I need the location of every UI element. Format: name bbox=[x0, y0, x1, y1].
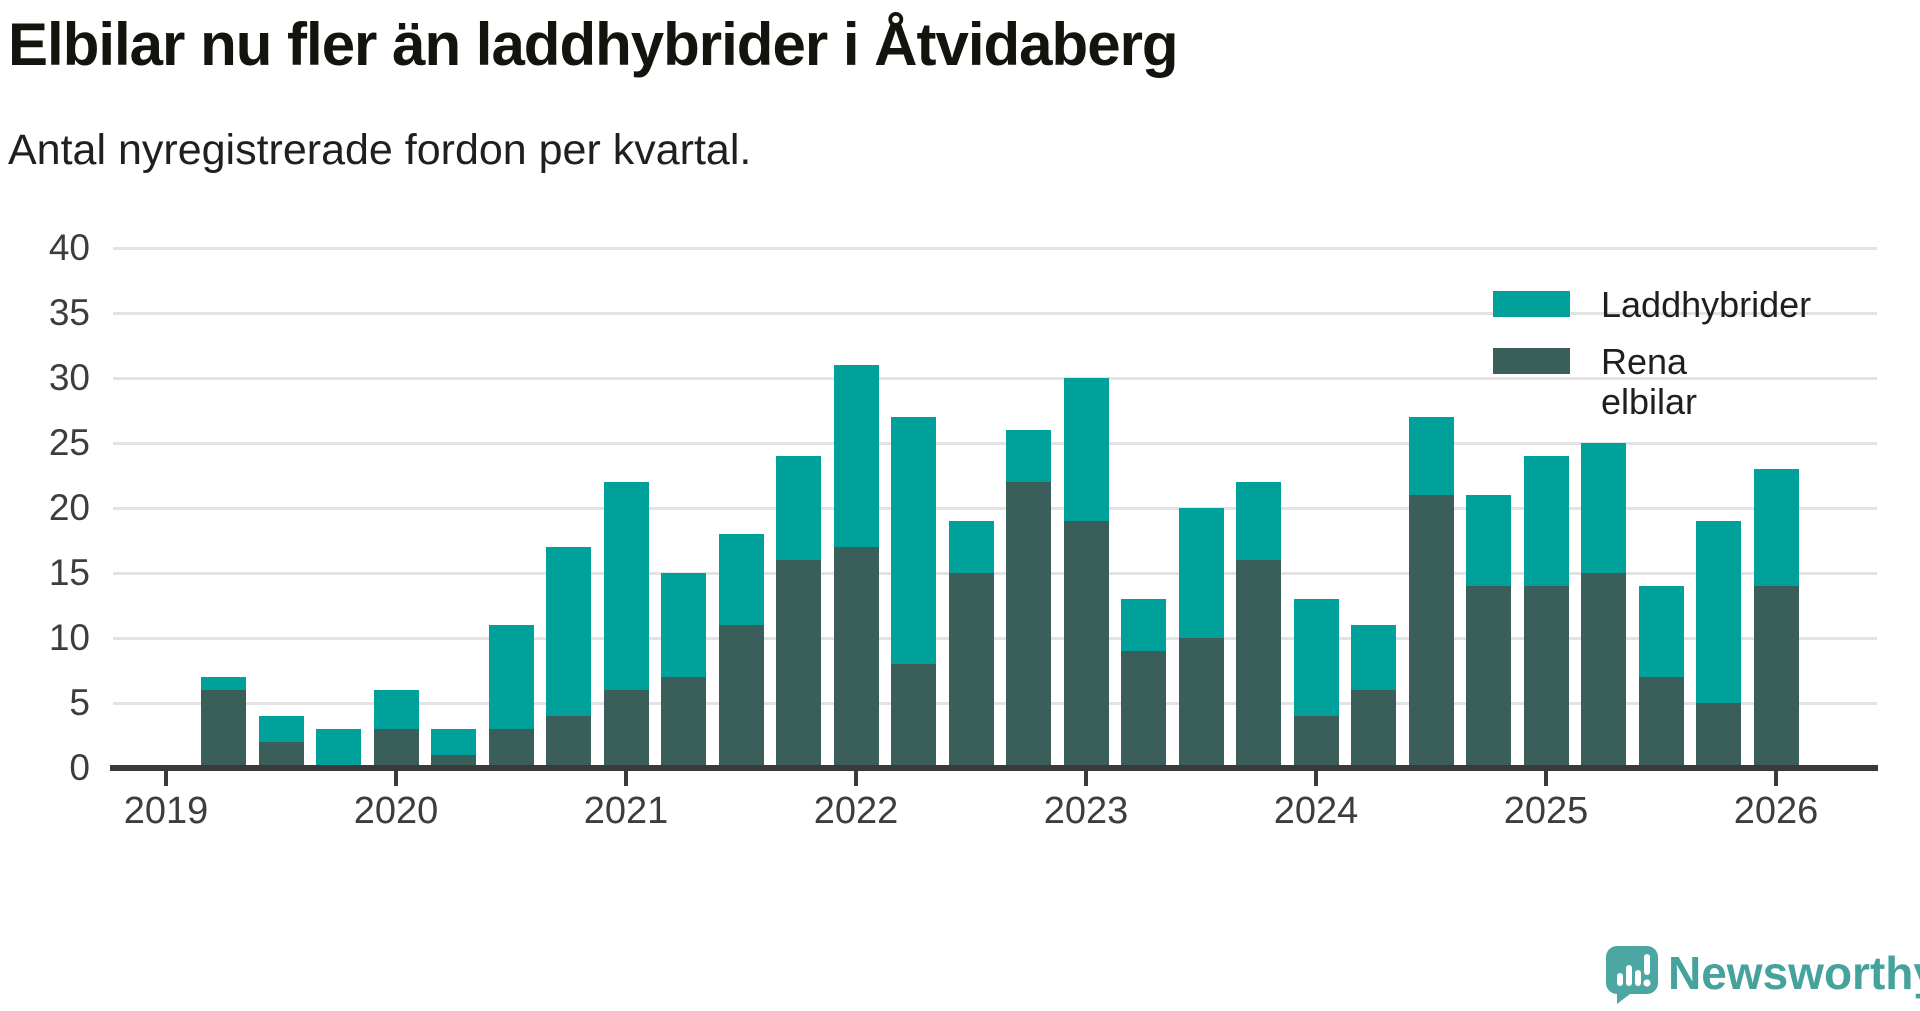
x-axis-label-2020: 2020 bbox=[353, 790, 439, 832]
newsworthy-branding: Newsworthy bbox=[1604, 944, 1920, 1006]
y-axis-label-5: 5 bbox=[69, 682, 90, 723]
bar-segment-2025-q2-laddhybrider bbox=[1581, 443, 1626, 573]
bar-segment-2019-q2-laddhybrider bbox=[201, 677, 246, 690]
bar-segment-2026-q1-rena-elbilar bbox=[1754, 586, 1799, 768]
y-axis-label-0: 0 bbox=[69, 747, 90, 788]
y-axis-label-30: 30 bbox=[48, 357, 90, 398]
x-axis-label-2026: 2026 bbox=[1733, 790, 1819, 832]
bar-segment-2025-q3-laddhybrider bbox=[1639, 586, 1684, 677]
gridline-5 bbox=[113, 702, 1877, 705]
x-axis-tick-2025 bbox=[1544, 771, 1548, 786]
bar-segment-2023-q1-laddhybrider bbox=[1064, 378, 1109, 521]
bar-segment-2023-q3-laddhybrider bbox=[1179, 508, 1224, 638]
bar-segment-2025-q1-rena-elbilar bbox=[1524, 586, 1569, 768]
y-axis-label-15: 15 bbox=[48, 552, 90, 593]
bar-segment-2019-q3-laddhybrider bbox=[259, 716, 304, 742]
x-axis-tick-2021 bbox=[624, 771, 628, 786]
x-axis-tick-2022 bbox=[854, 771, 858, 786]
x-axis-line bbox=[110, 765, 1878, 771]
x-axis-label-2022: 2022 bbox=[813, 790, 899, 832]
gridline-40 bbox=[113, 247, 1877, 250]
bar-segment-2024-q4-rena-elbilar bbox=[1466, 586, 1511, 768]
legend-label-rena-elbilar: Rena elbilar bbox=[1601, 341, 1698, 422]
bar-segment-2020-q2-laddhybrider bbox=[431, 729, 476, 755]
x-axis-label-2019: 2019 bbox=[123, 790, 209, 832]
newsworthy-logo-icon bbox=[1606, 946, 1658, 1004]
bar-segment-2023-q1-rena-elbilar bbox=[1064, 521, 1109, 768]
legend-swatch-rena-elbilar bbox=[1493, 348, 1570, 374]
gridline-35 bbox=[113, 312, 1877, 315]
bar-segment-2022-q1-laddhybrider bbox=[834, 365, 879, 547]
bar-segment-2026-q1-laddhybrider bbox=[1754, 469, 1799, 586]
bar-segment-2021-q4-laddhybrider bbox=[776, 456, 821, 560]
y-axis-label-35: 35 bbox=[48, 292, 90, 333]
bar-segment-2023-q4-laddhybrider bbox=[1236, 482, 1281, 560]
x-axis-tick-2024 bbox=[1314, 771, 1318, 786]
bar-segment-2024-q2-rena-elbilar bbox=[1351, 690, 1396, 768]
bar-segment-2021-q2-rena-elbilar bbox=[661, 677, 706, 768]
x-axis-label-2021: 2021 bbox=[583, 790, 669, 832]
legend-label-laddhybrider: Laddhybrider bbox=[1601, 284, 1812, 325]
y-axis-label-20: 20 bbox=[48, 487, 90, 528]
bar-segment-2025-q3-rena-elbilar bbox=[1639, 677, 1684, 768]
bar-segment-2024-q2-laddhybrider bbox=[1351, 625, 1396, 690]
bar-segment-2022-q2-laddhybrider bbox=[891, 417, 936, 664]
y-axis-label-40: 40 bbox=[48, 227, 90, 268]
bar-segment-2024-q4-laddhybrider bbox=[1466, 495, 1511, 586]
bar-segment-2021-q1-laddhybrider bbox=[604, 482, 649, 690]
bar-segment-2023-q4-rena-elbilar bbox=[1236, 560, 1281, 768]
legend-swatch-laddhybrider bbox=[1493, 291, 1570, 317]
bar-segment-2021-q1-rena-elbilar bbox=[604, 690, 649, 768]
x-axis-tick-2023 bbox=[1084, 771, 1088, 786]
newsworthy-wordmark: Newsworthy bbox=[1668, 947, 1920, 999]
bar-segment-2023-q2-rena-elbilar bbox=[1121, 651, 1166, 768]
bar-segment-2021-q3-laddhybrider bbox=[719, 534, 764, 625]
bar-segment-2024-q1-rena-elbilar bbox=[1294, 716, 1339, 768]
x-axis-label-2024: 2024 bbox=[1273, 790, 1359, 832]
bar-segment-2022-q3-laddhybrider bbox=[949, 521, 994, 573]
bar-segment-2023-q2-laddhybrider bbox=[1121, 599, 1166, 651]
bar-segment-2024-q1-laddhybrider bbox=[1294, 599, 1339, 716]
bar-segment-2020-q1-rena-elbilar bbox=[374, 729, 419, 768]
x-axis-tick-2020 bbox=[394, 771, 398, 786]
bar-segment-2022-q4-laddhybrider bbox=[1006, 430, 1051, 482]
bar-segment-2025-q2-rena-elbilar bbox=[1581, 573, 1626, 768]
gridline-10 bbox=[113, 637, 1877, 640]
gridline-25 bbox=[113, 442, 1877, 445]
bar-segment-2019-q2-rena-elbilar bbox=[201, 690, 246, 768]
chart-title: Elbilar nu fler än laddhybrider i Åtvida… bbox=[8, 11, 1179, 78]
gridline-30 bbox=[113, 377, 1877, 380]
bar-segment-2024-q3-laddhybrider bbox=[1409, 417, 1454, 495]
bar-segment-2020-q3-rena-elbilar bbox=[489, 729, 534, 768]
bar-segment-2020-q2-rena-elbilar bbox=[431, 755, 476, 768]
y-axis-label-25: 25 bbox=[48, 422, 90, 463]
bar-segment-2022-q4-rena-elbilar bbox=[1006, 482, 1051, 768]
bar-segment-2019-q4-laddhybrider bbox=[316, 729, 361, 768]
bar-segment-2021-q2-laddhybrider bbox=[661, 573, 706, 677]
bar-segment-2020-q3-laddhybrider bbox=[489, 625, 534, 729]
bar-segment-2022-q3-rena-elbilar bbox=[949, 573, 994, 768]
x-axis-label-2025: 2025 bbox=[1503, 790, 1589, 832]
bar-segment-2020-q4-laddhybrider bbox=[546, 547, 591, 716]
bar-segment-2021-q3-rena-elbilar bbox=[719, 625, 764, 768]
gridline-15 bbox=[113, 572, 1877, 575]
y-axis-label-10: 10 bbox=[48, 617, 90, 658]
bar-segment-2020-q4-rena-elbilar bbox=[546, 716, 591, 768]
bar-segment-2020-q1-laddhybrider bbox=[374, 690, 419, 729]
bar-segment-2022-q1-rena-elbilar bbox=[834, 547, 879, 768]
chart-subtitle: Antal nyregistrerade fordon per kvartal. bbox=[8, 126, 752, 174]
x-axis-tick-2026 bbox=[1774, 771, 1778, 786]
bar-segment-2021-q4-rena-elbilar bbox=[776, 560, 821, 768]
bar-segment-2023-q3-rena-elbilar bbox=[1179, 638, 1224, 768]
bar-segment-2025-q1-laddhybrider bbox=[1524, 456, 1569, 586]
bar-segment-2024-q3-rena-elbilar bbox=[1409, 495, 1454, 768]
bar-segment-2022-q2-rena-elbilar bbox=[891, 664, 936, 768]
bar-segment-2019-q3-rena-elbilar bbox=[259, 742, 304, 768]
x-axis-label-2023: 2023 bbox=[1043, 790, 1129, 832]
x-axis-tick-2019 bbox=[164, 771, 168, 786]
bar-segment-2025-q4-rena-elbilar bbox=[1696, 703, 1741, 768]
gridline-20 bbox=[113, 507, 1877, 510]
bar-segment-2025-q4-laddhybrider bbox=[1696, 521, 1741, 703]
